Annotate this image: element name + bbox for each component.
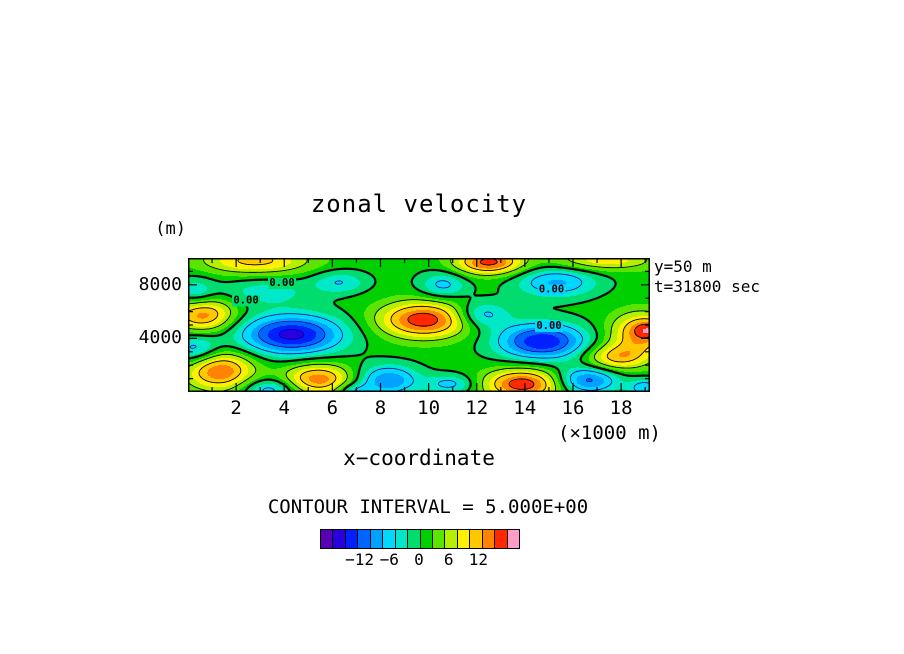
annotation-t: t=31800 sec xyxy=(654,277,760,296)
x-tick-label: 12 xyxy=(465,397,489,419)
colorbar-cell xyxy=(344,530,358,548)
x-tick-label: 8 xyxy=(374,397,387,419)
colorbar xyxy=(320,529,520,549)
colorbar-cell xyxy=(456,530,470,548)
colorbar-cell xyxy=(494,530,507,548)
contour-interval-note: CONTOUR INTERVAL = 5.000E+00 xyxy=(267,496,589,518)
x-tick-label: 18 xyxy=(609,397,633,419)
colorbar-tick-label: 12 xyxy=(468,550,489,569)
colorbar-cell xyxy=(444,530,457,548)
x-tick-label: 4 xyxy=(278,397,290,419)
colorbar-tick-label: −6 xyxy=(379,550,399,569)
x-tick-label: 14 xyxy=(513,397,537,419)
colorbar-tick-label: 6 xyxy=(443,550,454,569)
colorbar-cell xyxy=(407,530,420,548)
colorbar-tick-label: 0 xyxy=(414,550,424,569)
y-tick-label: 4000 xyxy=(138,327,182,349)
colorbar-cell xyxy=(332,530,345,548)
x-tick-label: 6 xyxy=(326,397,339,419)
colorbar-tick-label: −12 xyxy=(345,550,375,569)
x-tick-label: 10 xyxy=(417,397,441,419)
colorbar-cell xyxy=(321,530,333,548)
x-tick-label: 16 xyxy=(561,397,585,419)
colorbar-cell xyxy=(369,530,383,548)
contour-plot xyxy=(188,258,650,392)
colorbar-cell xyxy=(481,530,495,548)
slice-annotation: y=50 m t=31800 sec xyxy=(654,257,760,297)
y-tick-label: 8000 xyxy=(138,273,182,295)
colorbar-cell xyxy=(382,530,395,548)
chart-title: zonal velocity xyxy=(310,190,528,218)
colorbar-cell xyxy=(394,530,408,548)
colorbar-cell xyxy=(419,530,432,548)
annotation-y: y=50 m xyxy=(654,257,712,276)
colorbar-cell xyxy=(357,530,370,548)
colorbar-cell xyxy=(469,530,482,548)
x-axis-unit-label: (×1000 m) xyxy=(558,422,661,444)
y-axis-unit-label: (m) xyxy=(155,219,186,239)
x-tick-label: 2 xyxy=(230,397,242,419)
colorbar-cell xyxy=(431,530,445,548)
colorbar-cell xyxy=(506,530,519,548)
x-axis-title: x−coordinate xyxy=(343,446,495,470)
